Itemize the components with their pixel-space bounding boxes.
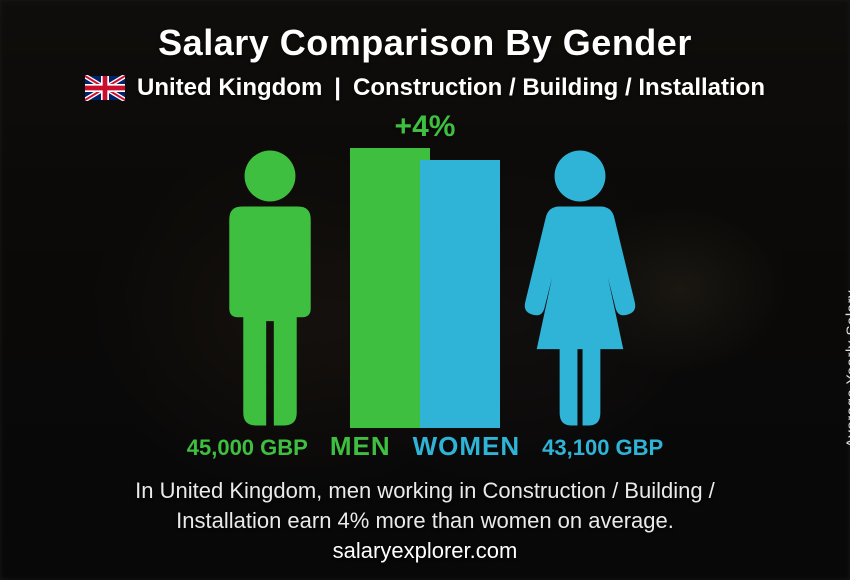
salary-labels-row: 45,000 GBP MEN WOMEN 43,100 GBP	[40, 431, 810, 462]
subtitle-separator: |	[334, 74, 341, 102]
uk-flag-icon	[85, 75, 125, 101]
female-person-icon	[515, 148, 645, 428]
subtitle-row: United Kingdom | Construction / Building…	[40, 74, 810, 102]
bar-male	[350, 148, 430, 428]
footer-attribution: salaryexplorer.com	[0, 538, 850, 564]
male-label: MEN	[330, 431, 391, 462]
subtitle-industry: Construction / Building / Installation	[353, 74, 765, 102]
infographic-container: Salary Comparison By Gender United Kingd…	[0, 0, 850, 580]
male-person-icon	[205, 148, 335, 428]
chart-area: +4% 45,000 GBP MEN WOMEN 43,100 GBP	[40, 108, 810, 438]
percent-difference-label: +4%	[395, 110, 456, 144]
y-axis-label: Average Yearly Salary	[844, 290, 850, 448]
bar-female	[420, 160, 500, 428]
subtitle-location: United Kingdom	[137, 74, 322, 102]
page-title: Salary Comparison By Gender	[40, 22, 810, 64]
female-label: WOMEN	[413, 431, 521, 462]
male-salary-value: 45,000 GBP	[187, 435, 308, 461]
female-salary-value: 43,100 GBP	[542, 435, 663, 461]
caption-text: In United Kingdom, men working in Constr…	[40, 476, 810, 535]
